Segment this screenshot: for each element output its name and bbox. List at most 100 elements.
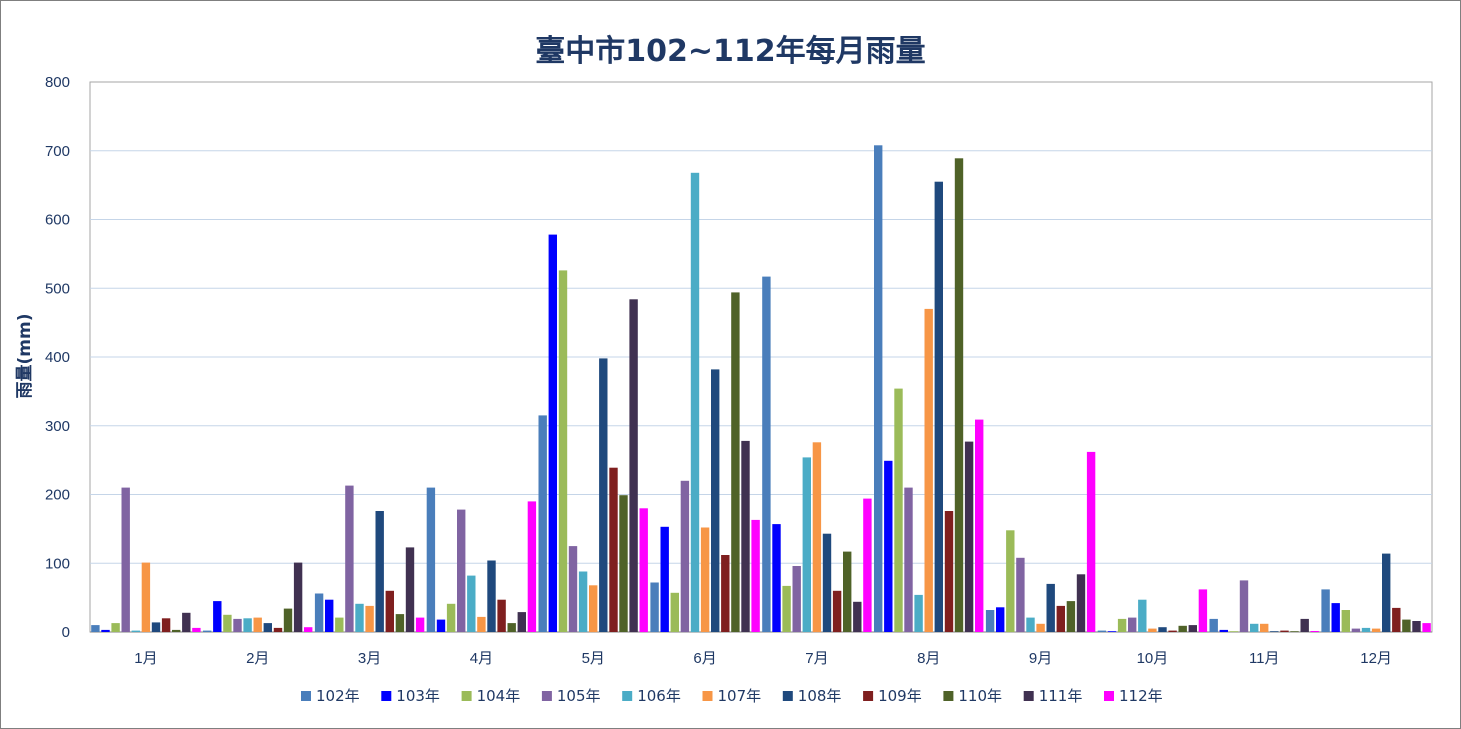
bar-111年-9月 [1076,574,1086,633]
bar-108年-12月 [1382,553,1391,632]
bar-103年-1月 [101,629,110,632]
legend-label: 108年 [798,687,842,705]
bar-108年-6月 [711,369,720,632]
bar-110年-7月 [843,551,852,632]
legend-label: 102年 [316,687,360,705]
bar-110年-12月 [1402,619,1411,632]
legend: 102年 103年 104年 105年 106年 107年 108年 109年 110年 111年… [301,687,1163,705]
bar-104年-6月 [670,592,679,632]
legend-swatch [1104,691,1114,701]
bar-106年-6月 [690,172,700,633]
x-tick-label: 10月 [1137,650,1169,667]
legend-label: 105年 [557,687,601,705]
bar-111年-6月 [741,440,750,632]
bar-110年-4月 [507,623,516,632]
bar-107年-3月 [365,605,374,632]
bar-110年-6月 [731,292,740,632]
legend-label: 103年 [396,687,440,705]
bar-103年-2月 [213,601,222,632]
bar-107年-8月 [924,308,933,632]
bar-107年-4月 [477,616,486,632]
bar-105年-2月 [233,618,242,632]
x-tick-label: 1月 [134,650,157,667]
bar-112年-7月 [863,498,872,632]
bar-108年-2月 [263,623,272,632]
legend-swatch [381,691,392,701]
legend-swatch [1023,691,1034,701]
y-tick-label: 700 [45,143,70,160]
legend-swatch [943,691,954,701]
bar-111年-7月 [853,601,862,633]
bar-104年-10月 [1117,618,1127,632]
bars [91,145,1431,633]
y-tick-label: 600 [45,212,70,229]
bar-106年-11月 [1250,623,1259,633]
y-tick-label: 100 [45,555,70,572]
bar-105年-3月 [345,485,354,632]
x-tick-label: 12月 [1360,650,1392,667]
x-tick-label: 9月 [1029,650,1052,667]
bar-112年-3月 [415,617,425,632]
bar-107年-11月 [1260,623,1269,633]
bar-107年-9月 [1036,623,1045,633]
bar-108年-11月 [1270,631,1279,632]
bar-105年-11月 [1239,580,1249,632]
y-axis-label: 雨量(mm) [14,314,35,399]
bar-103年-8月 [884,460,893,632]
legend-label: 109年 [878,687,922,705]
bar-111年-3月 [405,547,415,632]
bar-110年-2月 [283,608,293,632]
legend-swatch [301,691,311,701]
bar-107年-6月 [700,527,710,632]
bar-103年-11月 [1219,629,1228,632]
bar-102年-3月 [314,593,324,632]
x-tick-label: 11月 [1249,650,1280,667]
bar-109年-11月 [1280,630,1289,632]
legend-swatch [702,691,713,701]
bar-106年-12月 [1361,627,1371,632]
bar-106年-4月 [467,575,476,632]
bar-109年-4月 [497,599,506,632]
bar-110年-1月 [172,629,181,632]
bar-102年-4月 [426,487,436,632]
bar-106年-8月 [914,594,923,632]
y-tick-label: 200 [45,487,70,504]
bar-104年-11月 [1229,631,1239,632]
bar-105年-9月 [1016,557,1025,633]
bar-105年-4月 [457,509,466,632]
chart-title: 臺中市102~112年每月雨量 [535,34,926,69]
x-tick-label: 8月 [917,650,940,667]
bar-107年-7月 [812,442,822,633]
bar-102年-5月 [538,415,547,632]
bar-111年-4月 [517,612,526,632]
bar-111年-12月 [1412,621,1421,632]
bar-108年-7月 [822,533,832,632]
bar-103年-9月 [996,607,1005,633]
bar-109年-3月 [385,590,394,633]
bar-106年-9月 [1026,617,1035,632]
bar-110年-11月 [1290,631,1299,632]
bar-112年-8月 [975,419,984,632]
bar-102年-2月 [203,630,212,632]
bar-103年-12月 [1331,603,1340,632]
y-tick-labels: 0 100 200 300 400 500 600 700 800 [45,74,70,641]
legend-swatch [782,691,793,701]
x-tick-label: 4月 [470,650,493,667]
bar-102年-1月 [91,625,100,632]
legend-label: 106年 [637,687,681,705]
bar-107年-12月 [1371,628,1381,632]
bar-109年-12月 [1392,607,1401,632]
bar-104年-9月 [1006,530,1015,633]
bar-102年-8月 [874,145,883,633]
bar-104年-7月 [782,585,791,632]
bar-111年-8月 [964,441,974,632]
bar-111年-10月 [1188,625,1197,632]
y-tick-label: 500 [45,280,70,297]
x-tick-label: 2月 [246,650,269,667]
bar-102年-11月 [1209,618,1218,632]
bar-109年-6月 [721,555,730,632]
x-tick-label: 3月 [358,650,381,667]
bar-109年-8月 [944,511,954,632]
